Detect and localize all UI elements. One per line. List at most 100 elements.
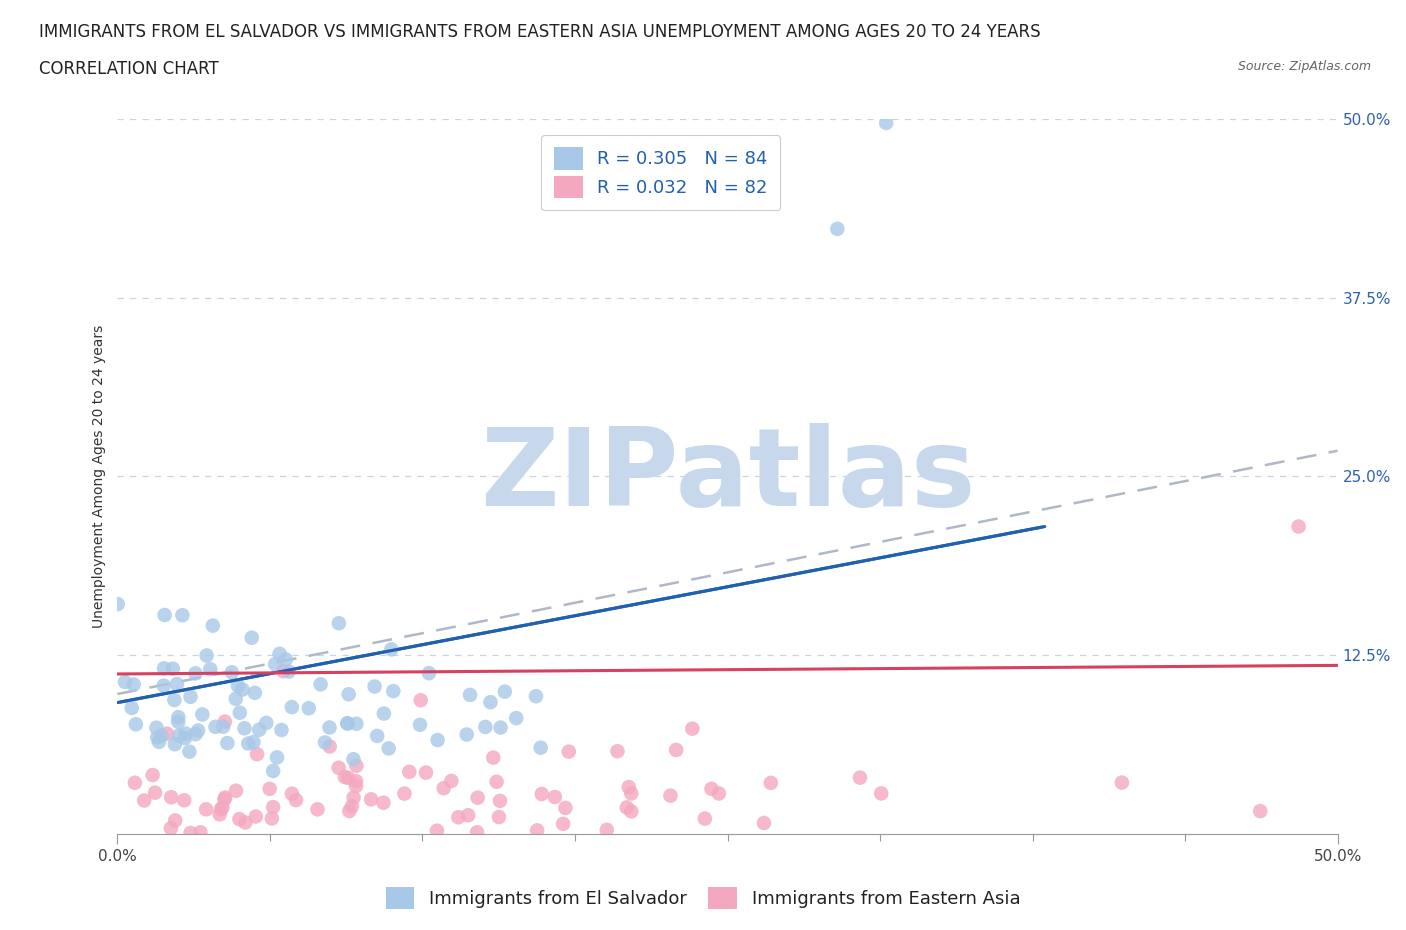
Point (377, 741, 399, 756)
Point (458, 687, 481, 702)
Point (456, 727, 478, 742)
Point (409, 693, 432, 708)
Point (318, 720, 340, 735)
Point (217, 736, 239, 751)
Point (124, 776, 146, 790)
Point (366, 728, 388, 743)
Point (1288, 519, 1310, 534)
Point (382, 684, 405, 698)
Point (558, 744, 581, 759)
Point (160, 821, 183, 836)
Text: ZIPatlas: ZIPatlas (479, 423, 976, 529)
Point (759, 776, 782, 790)
Point (616, 800, 638, 815)
Point (153, 661, 176, 676)
Point (233, 815, 256, 830)
Point (363, 679, 385, 694)
Point (254, 715, 277, 730)
Point (485, 775, 508, 790)
Point (163, 737, 186, 751)
Point (269, 646, 291, 661)
Point (259, 781, 281, 796)
Point (700, 781, 723, 796)
Point (146, 730, 169, 745)
Point (707, 786, 730, 801)
Point (875, 115, 897, 130)
Point (238, 736, 260, 751)
Point (554, 801, 576, 816)
Point (187, 723, 209, 737)
Point (418, 666, 440, 681)
Point (226, 679, 249, 694)
Point (336, 716, 359, 731)
Point (298, 701, 321, 716)
Point (344, 774, 367, 789)
Point (1111, 775, 1133, 790)
Point (107, 597, 129, 612)
Point (526, 823, 548, 838)
Point (270, 723, 292, 737)
Point (143, 785, 166, 800)
Point (344, 758, 367, 773)
Point (271, 664, 294, 679)
Point (620, 804, 643, 818)
Point (174, 731, 197, 746)
Point (337, 804, 360, 818)
Point (195, 802, 218, 817)
Point (596, 822, 619, 837)
Legend: Immigrants from El Salvador, Immigrants from Eastern Asia: Immigrants from El Salvador, Immigrants … (378, 880, 1028, 916)
Point (184, 726, 207, 741)
Point (870, 786, 893, 801)
Point (125, 717, 148, 732)
Point (544, 790, 567, 804)
Point (337, 687, 360, 702)
Point (212, 719, 235, 734)
Point (360, 791, 382, 806)
Point (214, 790, 236, 805)
Point (344, 716, 367, 731)
Point (693, 811, 716, 826)
Point (398, 764, 420, 779)
Y-axis label: Unemployment Among Ages 20 to 24 years: Unemployment Among Ages 20 to 24 years (93, 325, 107, 628)
Point (165, 813, 187, 828)
Point (328, 616, 350, 631)
Point (145, 720, 167, 735)
Point (150, 728, 173, 743)
Point (394, 786, 416, 801)
Point (373, 706, 395, 721)
Point (231, 682, 253, 697)
Point (180, 826, 202, 841)
Point (494, 684, 516, 699)
Point (122, 677, 145, 692)
Point (173, 793, 195, 808)
Point (163, 693, 186, 708)
Point (530, 787, 553, 802)
Point (246, 747, 269, 762)
Point (328, 760, 350, 775)
Point (274, 652, 297, 667)
Point (530, 740, 553, 755)
Point (184, 666, 207, 681)
Point (148, 735, 170, 750)
Point (262, 800, 284, 815)
Point (426, 733, 449, 748)
Point (211, 801, 233, 816)
Point (681, 722, 703, 737)
Point (474, 720, 496, 735)
Point (225, 691, 247, 706)
Point (505, 711, 527, 725)
Point (426, 823, 449, 838)
Point (121, 700, 143, 715)
Point (415, 765, 437, 780)
Point (465, 825, 488, 840)
Point (314, 735, 336, 750)
Point (260, 811, 283, 826)
Point (142, 767, 165, 782)
Point (827, 221, 849, 236)
Point (166, 676, 188, 691)
Point (214, 714, 236, 729)
Point (167, 728, 190, 743)
Point (281, 786, 304, 801)
Point (208, 807, 231, 822)
Point (482, 751, 505, 765)
